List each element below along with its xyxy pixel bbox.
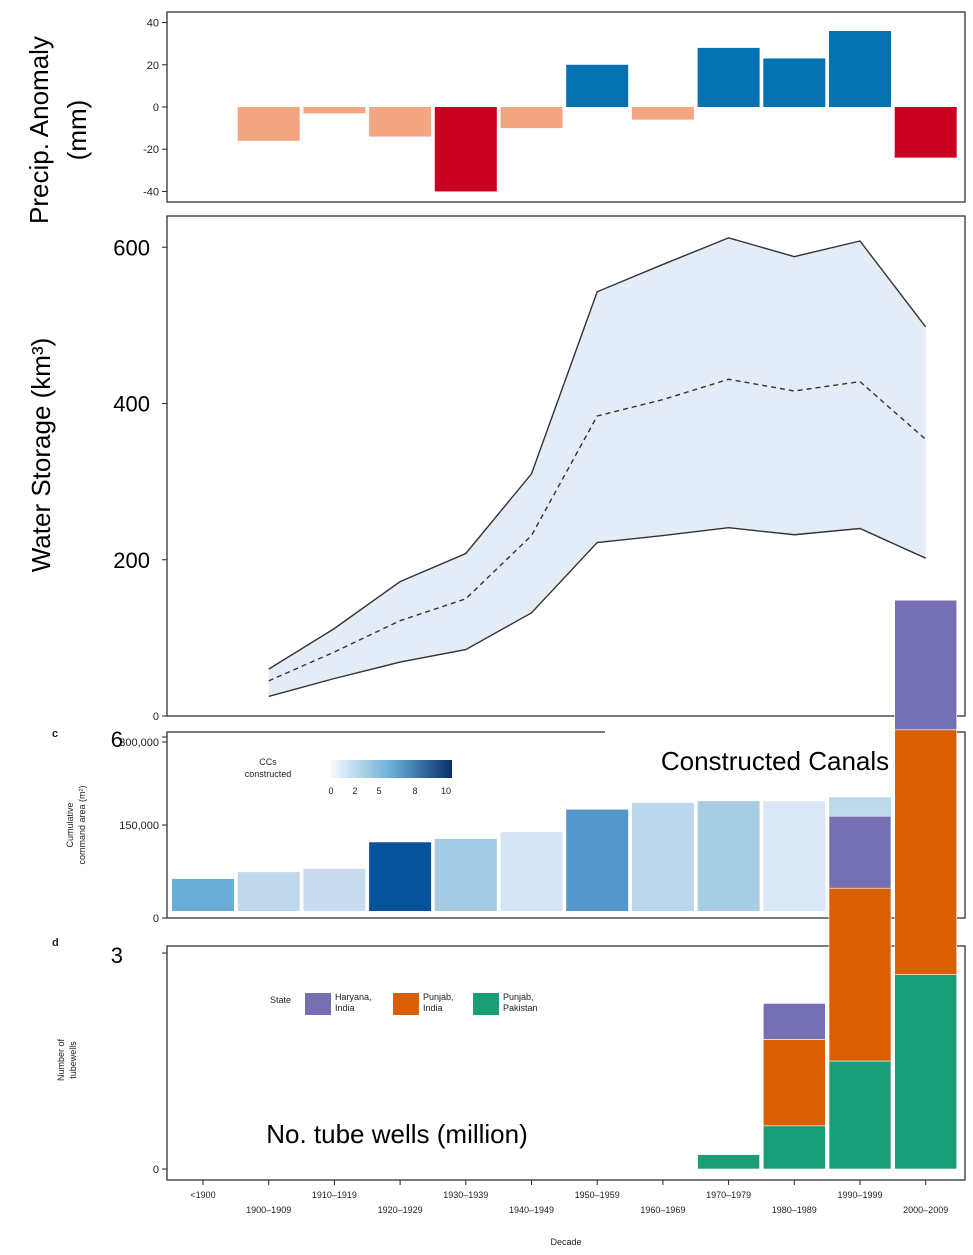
storage-ylabel: Water Storage (km³) — [26, 338, 56, 573]
canal-area-bar — [631, 802, 694, 911]
precip-anomaly-bar — [500, 107, 563, 129]
canal-area-bar — [500, 832, 563, 911]
x-tick-label: 1920–1929 — [378, 1205, 423, 1215]
precip-ylabel-line1: Precip. Anomaly — [24, 36, 54, 224]
canal-legend-tick: 0 — [328, 786, 333, 796]
canal-ylabel-line1: Cumulative — [65, 802, 75, 847]
storage-ylabel-text: Water Storage (km³) — [26, 338, 56, 573]
canal-area-bar — [369, 842, 432, 911]
tubewell-ylabel-line2: tubewells — [68, 1041, 78, 1079]
tubewell-stacked-bar — [894, 974, 958, 1170]
canal-area-bar — [237, 872, 300, 911]
x-tick-label: <1900 — [190, 1190, 215, 1200]
storage-ytick-label: 400 — [113, 392, 150, 417]
precip-anomaly-bar — [303, 107, 366, 114]
tubewell-legend-label: Punjab, — [503, 992, 534, 1002]
panel-c-letter: c — [52, 728, 58, 740]
tubewell-stacked-bar — [828, 1060, 892, 1170]
tubewell-legend-swatch — [393, 993, 419, 1015]
tubewell-ytick-label: 3 — [111, 943, 123, 968]
x-tick-label: 1950–1959 — [575, 1190, 620, 1200]
storage-range-band — [268, 237, 926, 697]
precip-anomaly-bar — [369, 107, 432, 137]
x-tick-label: 1980–1989 — [772, 1205, 817, 1215]
tubewell-ytick-label: 6 — [111, 727, 123, 752]
precip-anomaly-bar — [237, 107, 300, 141]
canal-area-bar — [303, 868, 366, 911]
tubewell-legend-label: India — [423, 1003, 443, 1013]
x-tick-label: 1940–1949 — [509, 1205, 554, 1215]
tubewell-ylabel-line1: Number of — [56, 1039, 66, 1082]
precip-anomaly-bar — [631, 107, 694, 120]
tubewell-stacked-bar — [828, 815, 892, 889]
canal-ytick-label: 300,000 — [119, 737, 159, 749]
precip-ytick-label: 20 — [147, 60, 159, 72]
canal-legend-tick: 8 — [412, 786, 417, 796]
storage-median-line — [268, 378, 927, 682]
canal-area-bar — [172, 878, 234, 911]
x-tick-label: 2000–2009 — [903, 1205, 948, 1215]
canal-annotation: Constructed Canals — [661, 746, 889, 776]
storage-lower-line — [268, 527, 926, 698]
x-tick-label: 1990–1999 — [837, 1190, 882, 1200]
storage-upper-line — [268, 237, 927, 670]
x-tick-label: 1970–1979 — [706, 1190, 751, 1200]
tubewell-stacked-bar — [894, 729, 958, 975]
x-axis-label: Decade — [550, 1237, 581, 1247]
tubewell-legend-swatch — [473, 993, 499, 1015]
canal-ytick-label: 150,000 — [119, 820, 159, 832]
canal-legend-title-line1: CCs — [259, 757, 277, 767]
canal-area-bar — [566, 809, 629, 911]
x-tick-label: 1960–1969 — [640, 1205, 685, 1215]
precip-ytick-label: -20 — [143, 144, 159, 156]
precip-anomaly-bar — [763, 58, 826, 107]
precip-anomaly-bar — [894, 107, 957, 158]
canal-ylabel-line2: command area (m²) — [77, 785, 87, 864]
canal-ytick-label: 0 — [153, 913, 159, 925]
tubewell-legend-label: Punjab, — [423, 992, 454, 1002]
tubewell-legend-title: State — [270, 995, 291, 1005]
storage-ytick-label: 200 — [113, 548, 150, 573]
canal-legend-tick: 2 — [352, 786, 357, 796]
storage-ytick-zero: 0 — [153, 711, 159, 723]
tubewell-legend-label: India — [335, 1003, 355, 1013]
precip-ytick-label: 0 — [153, 102, 159, 114]
canal-legend-colorbar — [330, 760, 452, 778]
canal-area-bar — [434, 838, 497, 911]
x-tick-label: 1900–1909 — [246, 1205, 291, 1215]
precip-ytick-label: -40 — [143, 186, 159, 198]
precip-ytick-label: 40 — [147, 18, 159, 30]
precip-ylabel-line2: (mm) — [62, 100, 92, 161]
tubewell-stacked-bar — [894, 599, 958, 731]
canal-ylabel: Cumulative command area (m²) — [65, 785, 87, 864]
canal-legend-tick: 10 — [441, 786, 451, 796]
tubewell-stacked-bar — [828, 887, 892, 1062]
precip-anomaly-bar — [697, 47, 760, 107]
panel-d-letter: d — [52, 937, 59, 949]
precip-anomaly-bar — [829, 31, 891, 107]
canal-legend-tick: 5 — [376, 786, 381, 796]
tubewell-ylabel: Number of tubewells — [56, 1039, 78, 1082]
canal-legend-title-line2: constructed — [245, 769, 292, 779]
storage-ytick-label: 600 — [113, 235, 150, 260]
tubewell-legend-swatch — [305, 993, 331, 1015]
tubewell-stacked-bar — [762, 1039, 826, 1127]
tubewell-annotation: No. tube wells (million) — [266, 1119, 528, 1149]
tubewell-panel-frame — [166, 945, 966, 1181]
x-tick-label: 1930–1939 — [443, 1190, 488, 1200]
canal-area-bar — [763, 801, 826, 911]
tubewell-ytick-zero: 0 — [153, 1164, 159, 1176]
tubewell-stacked-bar — [762, 1125, 826, 1170]
canal-area-bar — [697, 801, 760, 911]
tubewell-legend-label: Pakistan — [503, 1003, 538, 1013]
precip-anomaly-bar — [434, 107, 497, 192]
precip-ylabel: Precip. Anomaly (mm) — [24, 36, 92, 224]
tubewell-stacked-bar — [697, 1154, 760, 1170]
storage-panel-frame — [166, 215, 966, 717]
x-tick-label: 1910–1919 — [312, 1190, 357, 1200]
precip-anomaly-bar — [566, 64, 629, 107]
tubewell-stacked-bar — [762, 1003, 826, 1040]
tubewell-legend-label: Haryana, — [335, 992, 372, 1002]
